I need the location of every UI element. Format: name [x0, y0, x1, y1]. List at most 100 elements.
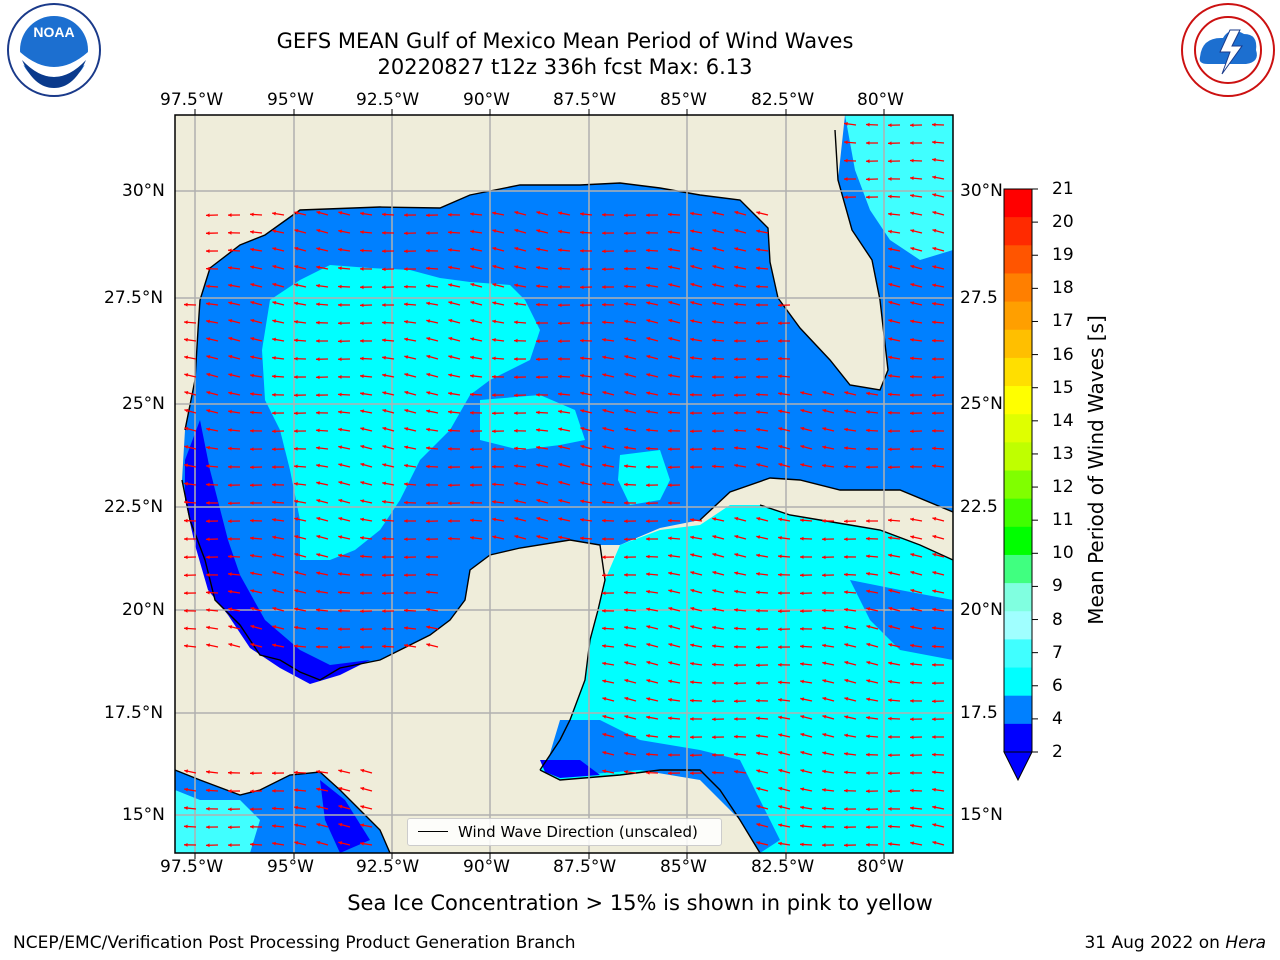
wind-wave-arrow-head	[316, 320, 320, 325]
wind-wave-arrow-head	[338, 517, 343, 521]
wind-wave-arrow-head	[646, 483, 650, 488]
wind-wave-arrow-head	[558, 392, 562, 397]
wind-wave-arrow-head	[426, 354, 431, 359]
wind-wave-arrow-head	[822, 824, 826, 829]
wind-wave-arrow-head	[602, 697, 607, 701]
wind-wave-arrow-head	[668, 355, 673, 360]
colorbar-segment	[1004, 357, 1032, 387]
wind-wave-arrow-head	[844, 446, 848, 451]
wind-wave-arrow-head	[624, 501, 628, 505]
wind-wave-arrow-head	[646, 537, 650, 541]
wind-wave-arrow-head	[184, 500, 188, 505]
wind-wave-arrow-head	[778, 339, 782, 343]
wind-wave-arrow-head	[910, 246, 915, 251]
wind-wave-arrow-head	[316, 375, 320, 380]
wind-wave-arrow-head	[932, 228, 937, 233]
wind-wave-arrow-head	[404, 302, 408, 307]
lat-label-right: 15°N	[960, 805, 1003, 825]
wind-wave-arrow-head	[646, 501, 650, 506]
wind-wave-arrow-head	[690, 643, 695, 648]
wind-wave-arrow-head	[668, 589, 673, 593]
wind-wave-arrow-head	[624, 231, 628, 236]
wind-wave-arrow-head	[228, 642, 233, 647]
map-area	[175, 115, 953, 853]
wind-wave-arrow-head	[690, 717, 694, 721]
wind-wave-arrow-head	[448, 265, 452, 270]
wind-wave-arrow-head	[734, 410, 738, 415]
wind-wave-arrow-head	[932, 175, 937, 180]
wind-wave-arrow-head	[206, 231, 210, 236]
wind-wave-arrow-head	[712, 517, 717, 522]
wind-wave-arrow-head	[800, 842, 804, 847]
wind-wave-arrow-head	[492, 429, 496, 434]
wind-wave-arrow-head	[888, 355, 892, 360]
wind-wave-arrow-head	[888, 679, 892, 684]
wind-wave-arrow-head	[822, 590, 826, 595]
wind-wave-arrow-head	[602, 573, 606, 578]
wind-wave-arrow-head	[272, 411, 276, 416]
wind-wave-arrow-head	[272, 429, 276, 434]
wind-wave-arrow-head	[382, 609, 386, 614]
wind-wave-arrow-head	[206, 249, 210, 253]
wind-wave-arrow-head	[910, 356, 914, 361]
wind-wave-arrow-head	[932, 626, 936, 630]
wind-wave-arrow-head	[800, 679, 804, 684]
wind-wave-arrow-head	[756, 681, 760, 685]
wind-wave-arrow-head	[712, 644, 716, 649]
wind-wave-arrow-head	[910, 264, 915, 269]
wind-wave-arrow-head	[866, 446, 870, 451]
wind-wave-arrow-head	[624, 302, 628, 306]
colorbar-title: Mean Period of Wind Waves [s]	[1084, 315, 1108, 625]
wind-wave-arrow-head	[712, 411, 716, 416]
wind-wave-arrow-head	[294, 805, 298, 810]
wind-wave-arrow-head	[888, 447, 892, 452]
colorbar-segment	[1004, 414, 1032, 443]
wind-wave-arrow-head	[338, 445, 343, 450]
lat-label-left: 30°N	[122, 181, 165, 201]
wind-wave-arrow-head	[338, 284, 342, 289]
colorbar-tick-label: 20	[1052, 212, 1074, 233]
wind-wave-arrow-head	[822, 733, 827, 737]
wind-wave-arrow-head	[206, 519, 210, 524]
wind-wave-arrow-head	[712, 699, 716, 704]
wind-wave-arrow-head	[250, 392, 254, 396]
wind-wave-arrow-head	[668, 571, 673, 576]
wind-wave-arrow-head	[866, 697, 871, 702]
wind-wave-arrow-head	[338, 553, 342, 558]
wind-wave-arrow-head	[668, 212, 672, 217]
wind-wave-arrow-head	[844, 678, 849, 683]
wind-wave-arrow-head	[470, 355, 474, 360]
wind-wave-arrow-head	[646, 319, 651, 323]
wind-wave-arrow-head	[536, 284, 540, 289]
lat-label-right: 22.5	[960, 497, 998, 517]
wind-wave-arrow-head	[250, 373, 254, 378]
wind-wave-arrow-head	[778, 391, 782, 396]
wind-wave-arrow-head	[206, 284, 210, 289]
wind-wave-arrow-head	[338, 627, 342, 632]
wind-wave-arrow-head	[514, 320, 518, 325]
wind-wave-arrow-head	[360, 823, 365, 828]
colorbar-tick-label: 8	[1052, 609, 1063, 630]
wind-wave-arrow-head	[756, 645, 760, 650]
wind-wave-arrow-head	[624, 519, 628, 524]
wind-wave-arrow-head	[646, 660, 651, 665]
wind-wave-arrow-head	[228, 807, 232, 812]
lon-label-bottom: 80°W	[857, 857, 904, 877]
wind-wave-arrow-head	[932, 464, 936, 468]
wind-wave-arrow-head	[668, 337, 673, 341]
wind-wave-arrow-head	[646, 770, 650, 775]
wind-wave-arrow-head	[690, 625, 695, 629]
wind-wave-arrow-head	[272, 374, 276, 379]
wind-wave-arrow-head	[690, 518, 694, 522]
wind-wave-arrow-head	[800, 732, 805, 737]
wind-wave-arrow-head	[382, 249, 386, 254]
wind-wave-arrow-head	[866, 159, 870, 164]
wind-wave-arrow-head	[844, 590, 848, 595]
wind-wave-arrow-head	[382, 267, 386, 272]
wind-wave-arrow-head	[932, 787, 936, 792]
wind-wave-arrow-head	[338, 645, 342, 650]
wind-wave-arrow-head	[624, 482, 628, 487]
wind-wave-arrow-head	[514, 338, 518, 343]
wind-wave-arrow-head	[294, 823, 299, 828]
